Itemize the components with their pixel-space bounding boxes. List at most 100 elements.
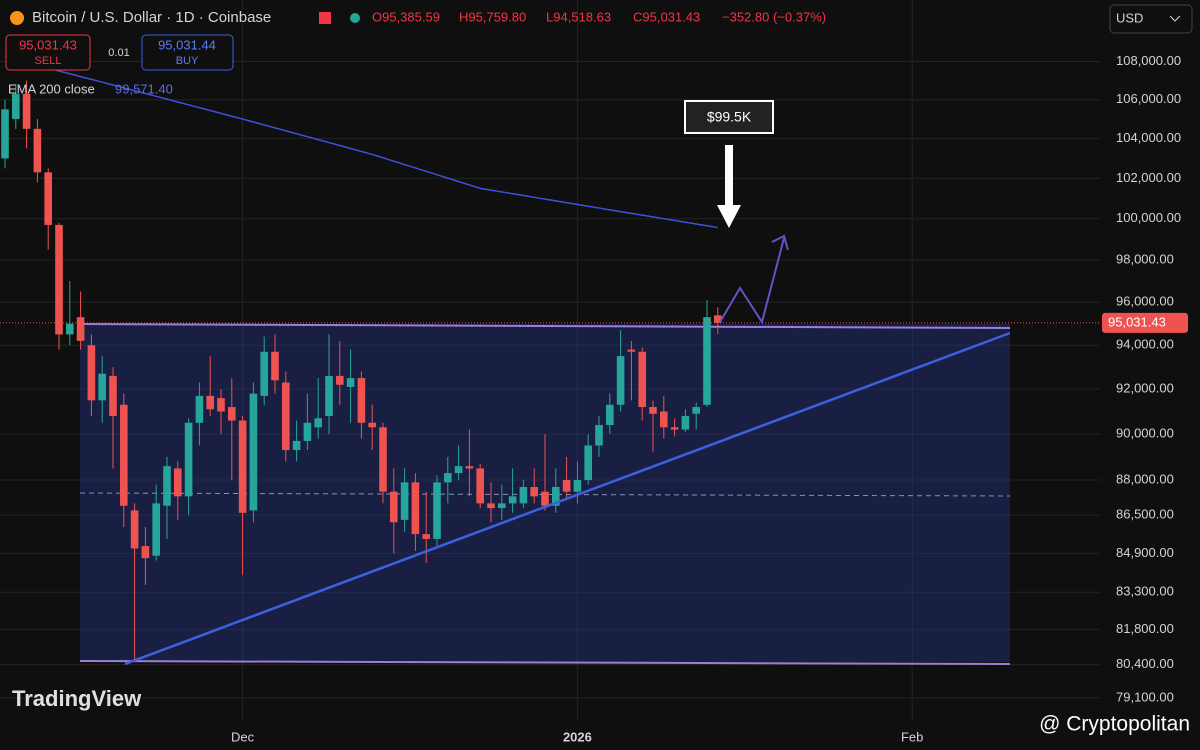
- ohlc-open: O95,385.59: [372, 9, 440, 24]
- candle-body: [314, 418, 322, 428]
- range-bottom: [79, 660, 1011, 665]
- candle-body: [638, 351, 646, 408]
- candle-body: [1, 109, 9, 159]
- currency-select[interactable]: [1109, 4, 1193, 34]
- y-tick-label: 98,000.00: [1116, 252, 1174, 267]
- candle-body: [573, 480, 582, 492]
- candle-body: [487, 503, 495, 509]
- candle-body: [22, 93, 31, 129]
- y-tick-label: 92,000.00: [1116, 381, 1174, 396]
- candle-body: [670, 427, 679, 430]
- candle-body: [390, 491, 398, 523]
- candle-body: [444, 473, 452, 483]
- annotation-box: [684, 100, 774, 134]
- y-tick-label: 102,000.00: [1116, 170, 1181, 185]
- candle-body: [12, 93, 20, 120]
- candle-body: [87, 345, 96, 401]
- buy-button[interactable]: [141, 34, 234, 71]
- y-tick-label: 108,000.00: [1116, 53, 1181, 68]
- candle-body: [163, 466, 171, 506]
- ohlc-close: C95,031.43: [633, 9, 700, 24]
- x-tick-label: Dec: [231, 729, 255, 744]
- candle-body: [552, 487, 560, 506]
- candle-body: [541, 491, 549, 506]
- candle-body: [44, 172, 52, 225]
- price-axis: [1100, 0, 1200, 750]
- y-tick-label: 79,100.00: [1116, 689, 1174, 704]
- candle-body: [379, 427, 387, 492]
- status: [350, 13, 360, 23]
- logo: TradingView: [12, 686, 142, 711]
- candle-body: [228, 407, 236, 421]
- down-arrow: [717, 145, 741, 228]
- candle-body: [400, 482, 409, 520]
- ema-legend: EMA 200 close: [8, 81, 95, 96]
- watermark: @ Cryptopolitan: [1039, 713, 1190, 736]
- candle-body: [519, 487, 528, 504]
- candle-body: [195, 395, 204, 423]
- candle-body: [120, 404, 128, 506]
- candle-body: [476, 468, 484, 504]
- candle-body: [174, 468, 182, 497]
- candle-body: [649, 407, 657, 414]
- candle-body: [616, 356, 625, 405]
- y-tick-label: 90,000.00: [1116, 426, 1174, 441]
- y-tick-label: 80,400.00: [1116, 656, 1174, 671]
- candle-body: [141, 546, 150, 559]
- candle-body: [714, 315, 722, 323]
- candle-body: [606, 404, 614, 426]
- sell-button[interactable]: [5, 34, 91, 71]
- x-tick-label: Feb: [901, 729, 923, 744]
- y-tick-label: 83,300.00: [1116, 584, 1174, 599]
- range-mid: [79, 492, 1011, 497]
- buy-price: 95,031.44: [158, 37, 216, 52]
- ohlc-high: H95,759.80: [459, 9, 526, 24]
- y-tick-label: 86,500.00: [1116, 507, 1174, 522]
- candle-body: [303, 422, 312, 441]
- candle-body: [260, 351, 268, 396]
- spread: 0.01: [108, 47, 129, 59]
- candle-body: [411, 482, 420, 535]
- candle-body: [368, 422, 376, 428]
- candle-body: [346, 378, 355, 387]
- y-tick-label: 96,000.00: [1116, 294, 1174, 309]
- trend-line: [124, 331, 1011, 666]
- candle-body: [692, 407, 700, 414]
- candle-body: [98, 373, 106, 401]
- candle-body: [271, 351, 279, 381]
- ema-value: 99,571.40: [115, 81, 173, 96]
- projection-head: [771, 234, 789, 251]
- sell-label: SELL: [35, 55, 62, 67]
- flag: [319, 12, 331, 24]
- candle-body: [238, 420, 247, 513]
- y-tick-label: 100,000.00: [1116, 210, 1181, 225]
- candle-body: [627, 349, 636, 352]
- candle-body: [681, 416, 690, 430]
- candle-body: [584, 445, 592, 481]
- ohlc-low: L94,518.63: [546, 9, 611, 24]
- candle-body: [292, 440, 301, 451]
- candle-body: [217, 398, 225, 412]
- currency: USD: [1116, 10, 1143, 25]
- candle-body: [530, 487, 538, 497]
- symbol: Bitcoin / U.S. Dollar · 1D · Coinbase: [32, 9, 271, 26]
- candle-body: [454, 466, 463, 474]
- candle-body: [33, 128, 42, 173]
- candle-body: [562, 480, 571, 492]
- candle-body: [76, 317, 85, 341]
- candle-body: [357, 378, 366, 423]
- projection: [719, 237, 785, 325]
- candle-body: [152, 503, 160, 556]
- candle-body: [109, 375, 117, 417]
- ema-line: [4, 55, 718, 229]
- candle-body: [325, 375, 333, 417]
- candle-body: [249, 393, 258, 511]
- btc-icon: [10, 11, 24, 25]
- candle-body: [703, 317, 711, 405]
- buy-label: BUY: [176, 55, 199, 67]
- candle-body: [498, 503, 506, 509]
- x-tick-label: 2026: [563, 729, 592, 744]
- candle-body: [55, 224, 63, 335]
